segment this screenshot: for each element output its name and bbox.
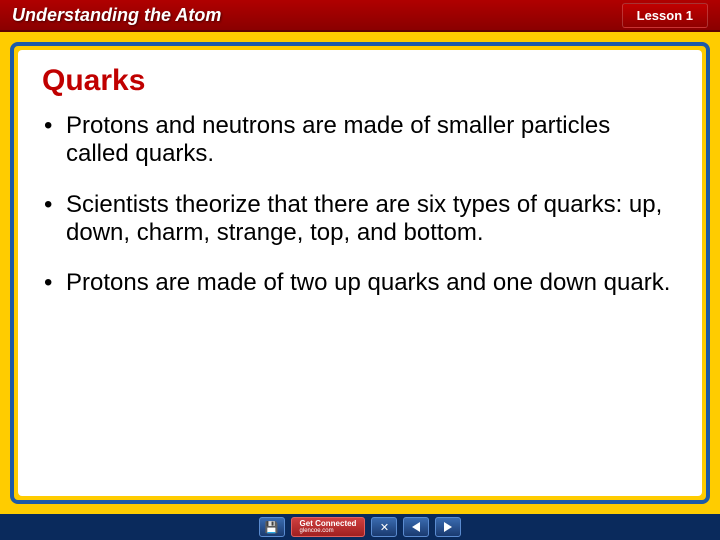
prev-button[interactable] bbox=[403, 517, 429, 537]
slide-title: Quarks bbox=[42, 64, 678, 98]
connect-label-1: Get Connected bbox=[300, 520, 357, 528]
close-icon: ✕ bbox=[380, 521, 389, 534]
next-button[interactable] bbox=[435, 517, 461, 537]
bullet-item: Scientists theorize that there are six t… bbox=[42, 191, 678, 248]
get-connected-button[interactable]: Get Connected glencoe.com bbox=[291, 517, 366, 537]
bottom-nav-bar: 💾 Get Connected glencoe.com ✕ bbox=[0, 514, 720, 540]
blue-border: Quarks Protons and neutrons are made of … bbox=[10, 42, 710, 504]
bullet-item: Protons are made of two up quarks and on… bbox=[42, 269, 678, 297]
close-button[interactable]: ✕ bbox=[371, 517, 397, 537]
header-bar: Understanding the Atom Lesson 1 bbox=[0, 0, 720, 32]
content-panel: Quarks Protons and neutrons are made of … bbox=[18, 50, 702, 496]
chevron-left-icon bbox=[412, 522, 420, 532]
page-title: Understanding the Atom bbox=[12, 5, 221, 26]
connect-label-2: glencoe.com bbox=[300, 528, 334, 534]
chevron-right-icon bbox=[444, 522, 452, 532]
lesson-tab[interactable]: Lesson 1 bbox=[622, 3, 708, 28]
bullet-list: Protons and neutrons are made of smaller… bbox=[42, 112, 678, 298]
save-button[interactable]: 💾 bbox=[259, 517, 285, 537]
bullet-item: Protons and neutrons are made of smaller… bbox=[42, 112, 678, 169]
disk-icon: 💾 bbox=[265, 521, 279, 534]
outer-frame: Quarks Protons and neutrons are made of … bbox=[0, 32, 720, 514]
